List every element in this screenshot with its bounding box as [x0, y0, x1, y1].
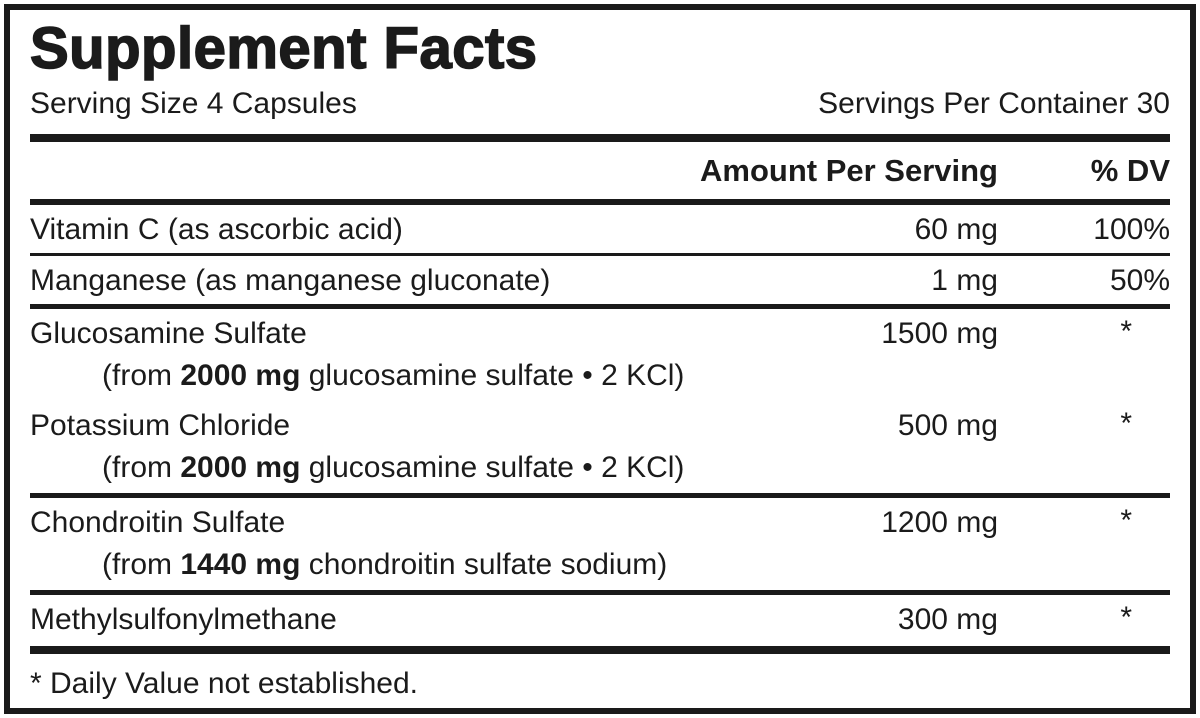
column-header-amount: Amount Per Serving: [700, 153, 998, 188]
nutrient-amount: 60 mg: [914, 213, 998, 246]
source-note-text: glucosamine sulfate • 2 KCl): [300, 451, 685, 484]
source-note-text: chondroitin sulfate sodium): [300, 548, 668, 581]
serving-info-row: Serving Size 4 Capsules Servings Per Con…: [30, 87, 1170, 121]
source-note-text: (from: [102, 548, 181, 581]
panel-title: Supplement Facts: [29, 15, 538, 82]
nutrient-name: Vitamin C (as ascorbic acid): [30, 213, 403, 246]
nutrient-row-vitamin-c: Vitamin C (as ascorbic acid) 60 mg 100%: [30, 205, 1170, 253]
nutrient-source-note: (from 2000 mg glucosamine sulfate • 2 KC…: [30, 357, 1170, 401]
daily-value-footnote: * Daily Value not established.: [30, 646, 1170, 708]
nutrient-name: Chondroitin Sulfate: [30, 506, 286, 539]
source-note-bold: 2000 mg: [180, 359, 301, 392]
footnote-text: * Daily Value not established.: [30, 667, 419, 700]
column-header-dv: % DV: [1090, 153, 1170, 188]
nutrient-name: Potassium Chloride: [30, 409, 291, 442]
nutrient-amount: 1200 mg: [881, 506, 998, 539]
source-note-text: glucosamine sulfate • 2 KCl): [300, 359, 685, 392]
supplement-facts-panel: Supplement Facts Serving Size 4 Capsules…: [4, 4, 1196, 714]
source-note-text: (from: [102, 451, 181, 484]
source-note-text: (from: [102, 359, 181, 392]
nutrient-name: Manganese (as manganese gluconate): [30, 264, 551, 297]
nutrient-row-potassium-chloride: Potassium Chloride 500 mg * (from 2000 m…: [30, 401, 1170, 493]
nutrient-name: Glucosamine Sulfate: [30, 317, 307, 350]
nutrient-dv: 100%: [1093, 213, 1170, 246]
nutrient-dv-asterisk: *: [1120, 407, 1132, 440]
nutrient-row-methylsulfonylmethane: Methylsulfonylmethane 300 mg *: [30, 590, 1170, 646]
nutrient-name: Methylsulfonylmethane: [30, 603, 337, 636]
divider-thick-top: [30, 134, 1170, 142]
nutrient-dv-asterisk: *: [1120, 315, 1132, 348]
nutrient-source-note: (from 1440 mg chondroitin sulfate sodium…: [30, 546, 1170, 590]
nutrient-source-note: (from 2000 mg glucosamine sulfate • 2 KC…: [30, 449, 1170, 493]
nutrient-amount: 1 mg: [931, 264, 998, 297]
servings-per-container: Servings Per Container 30: [818, 87, 1170, 120]
serving-size: Serving Size 4 Capsules: [30, 87, 357, 120]
nutrient-dv-asterisk: *: [1120, 504, 1132, 537]
nutrient-row-chondroitin-sulfate: Chondroitin Sulfate 1200 mg * (from 1440…: [30, 493, 1170, 590]
nutrient-amount: 1500 mg: [881, 317, 998, 350]
nutrient-row-manganese: Manganese (as manganese gluconate) 1 mg …: [30, 253, 1170, 304]
nutrient-dv-asterisk: *: [1120, 601, 1132, 634]
nutrient-dv: 50%: [1109, 264, 1170, 297]
column-header-row: Amount Per Serving % DV: [30, 142, 1170, 205]
nutrient-row-glucosamine-sulfate: Glucosamine Sulfate 1500 mg * (from 2000…: [30, 304, 1170, 401]
nutrient-amount: 500 mg: [897, 409, 998, 442]
source-note-bold: 2000 mg: [180, 451, 301, 484]
nutrient-amount: 300 mg: [897, 603, 998, 636]
source-note-bold: 1440 mg: [180, 548, 301, 581]
